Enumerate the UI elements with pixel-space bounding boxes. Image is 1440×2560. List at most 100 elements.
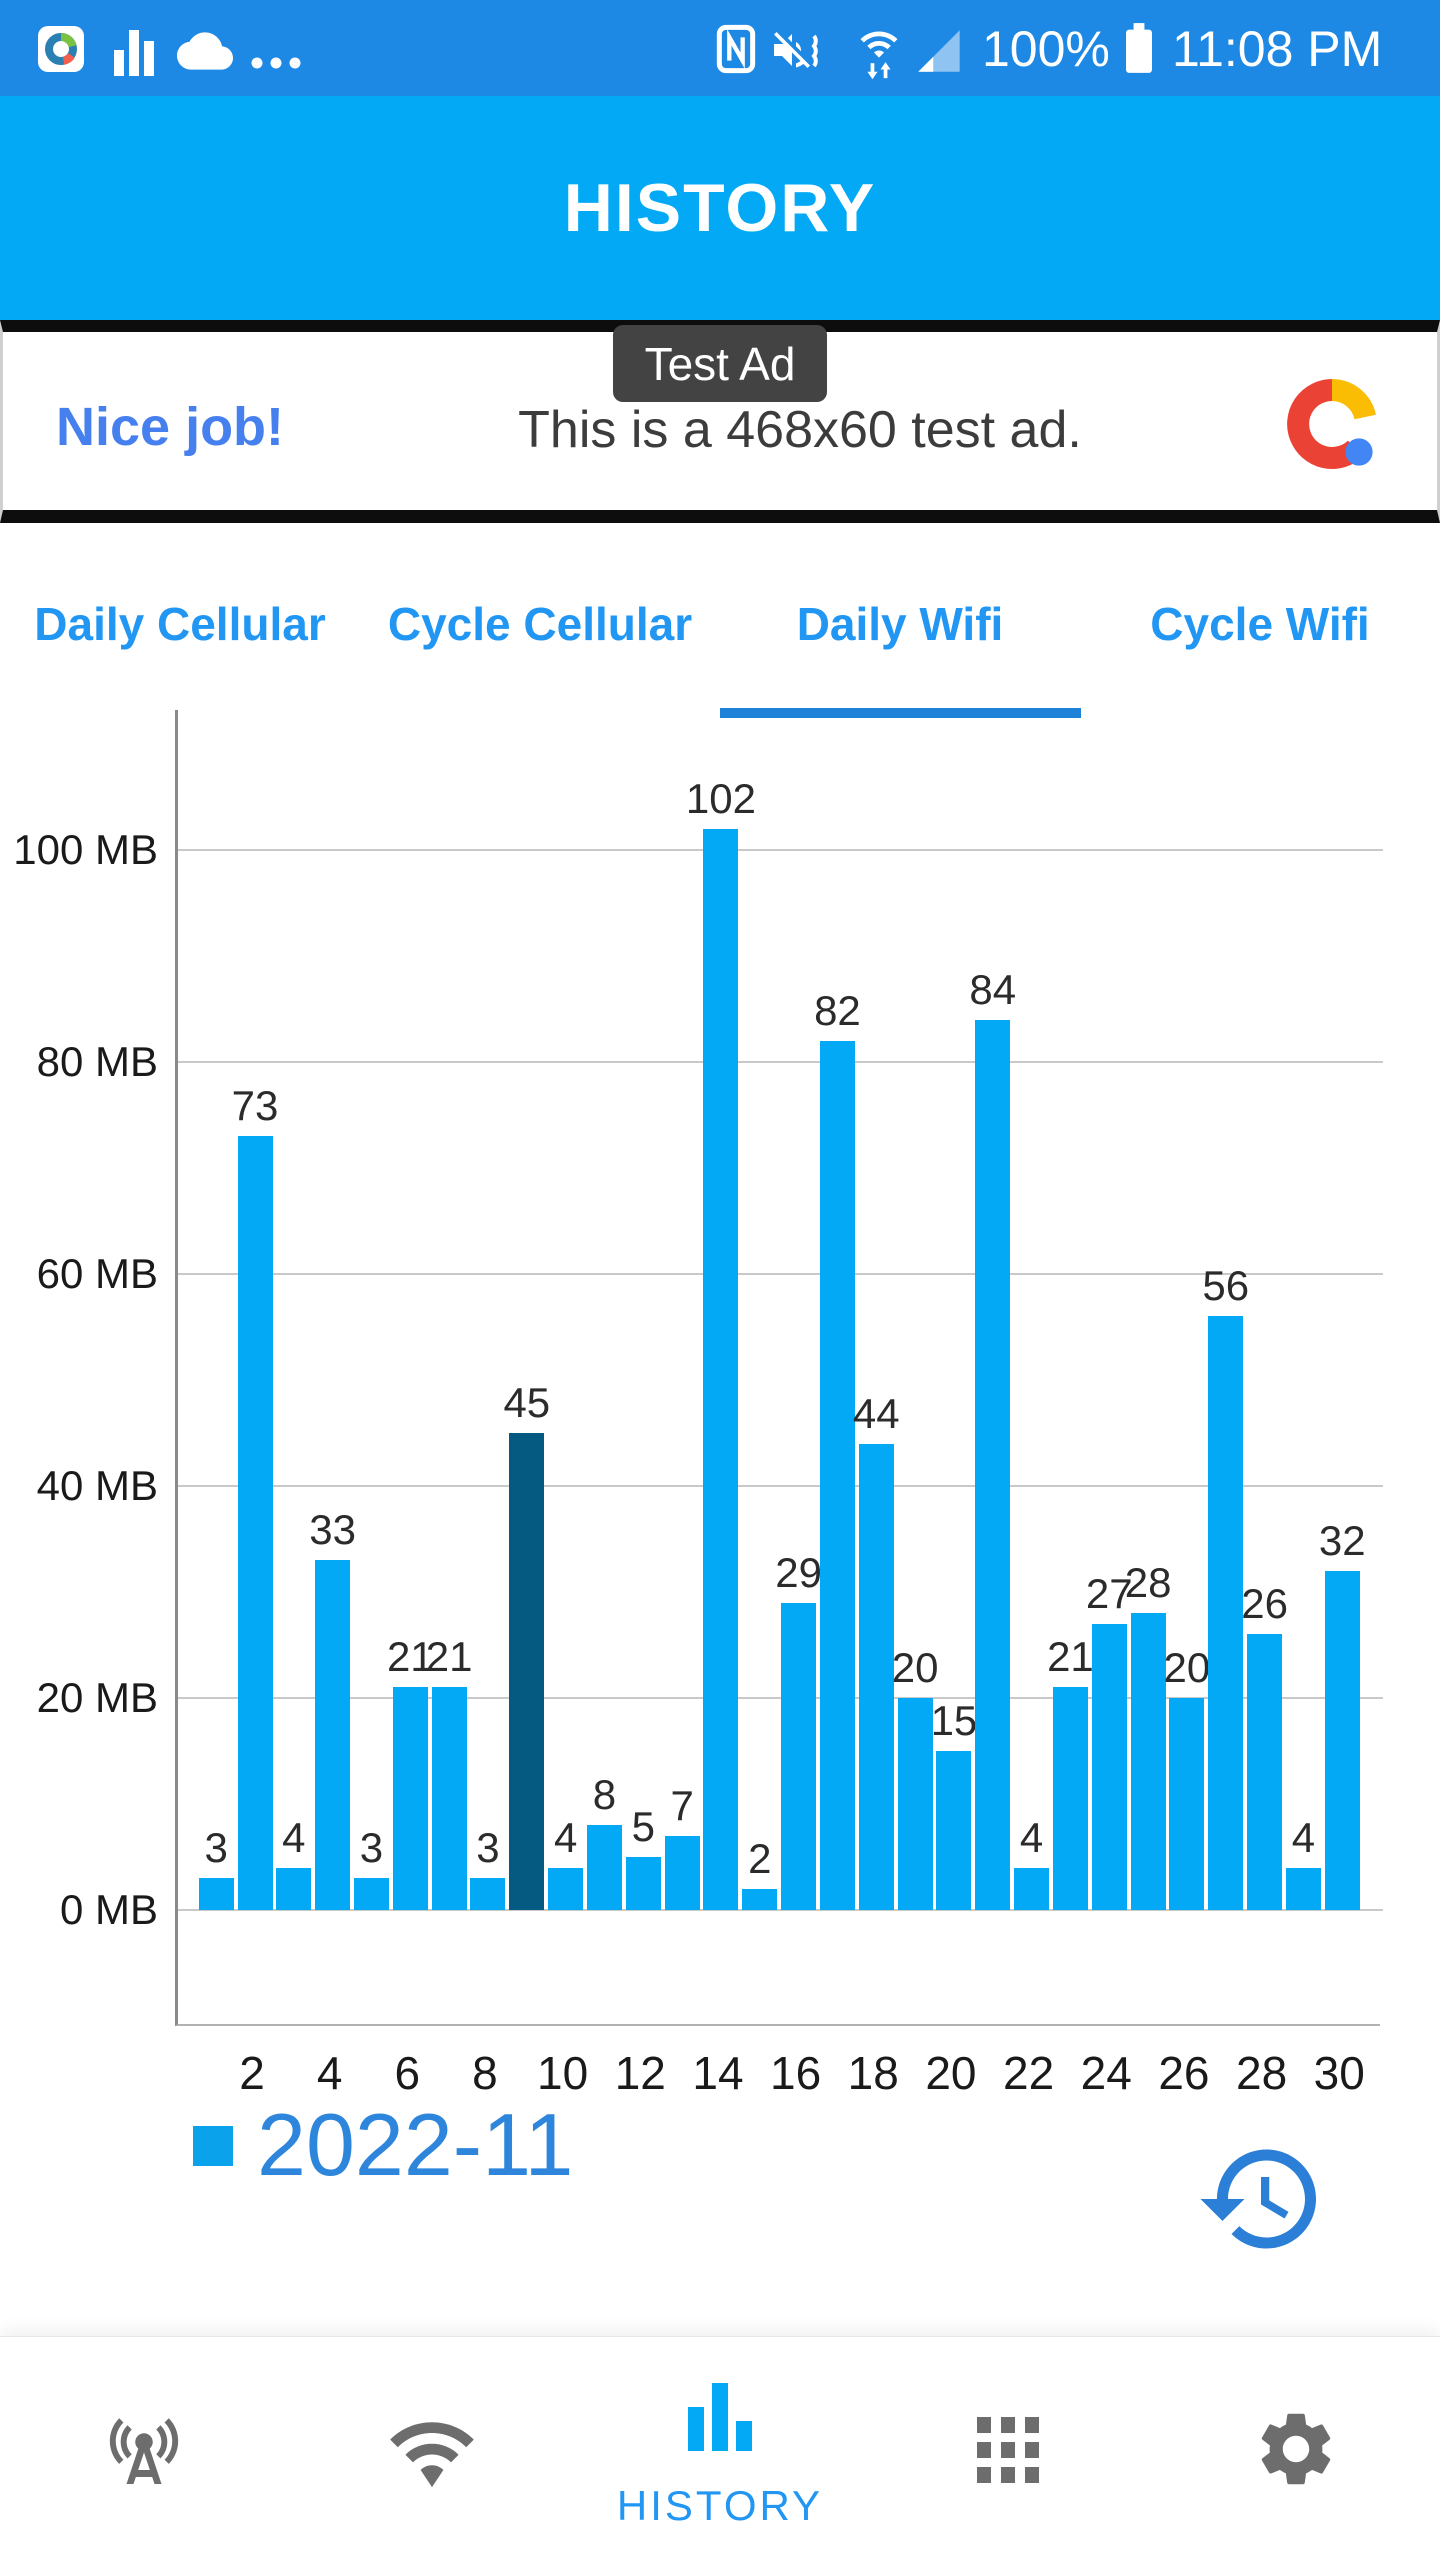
mute-vibrate-icon: [774, 32, 818, 68]
tab-cycle-wifi[interactable]: Cycle Wifi: [1150, 598, 1370, 651]
x-axis-tick-label: 30: [1313, 2047, 1365, 2099]
bar-value-label: 4: [553, 1814, 578, 1861]
tab-cycle-cellular[interactable]: Cycle Cellular: [387, 598, 693, 651]
bar-value-label: 2: [748, 1835, 772, 1882]
legend-swatch: [193, 2126, 233, 2166]
nav-item-wifi[interactable]: [288, 2337, 576, 2560]
ad-headline[interactable]: Nice job!: [56, 397, 285, 457]
nav-label-history: HISTORY: [616, 2482, 824, 2529]
bar-value-label: 73: [231, 1082, 279, 1129]
bar-value-label: 102: [685, 775, 756, 822]
cloud-icon: [177, 32, 233, 70]
app-header: HISTORY: [0, 96, 1440, 320]
bar-value-label: 3: [204, 1824, 228, 1871]
nav-item-cellular[interactable]: [0, 2337, 288, 2560]
tab-bar: Daily Cellular Cycle Cellular Daily Wifi…: [0, 540, 1440, 720]
bar-day-5[interactable]: [353, 1878, 389, 1910]
bar-value-label: 15: [930, 1697, 978, 1744]
grid-icon: [977, 2417, 1039, 2483]
bar-day-8[interactable]: [470, 1878, 506, 1910]
bar-value-label: 28: [1124, 1559, 1172, 1606]
y-axis-tick-label: 100 MB: [13, 826, 158, 873]
bar-day-30[interactable]: [1324, 1571, 1360, 1910]
bar-day-29[interactable]: [1285, 1868, 1321, 1910]
x-axis-tick-label: 18: [847, 2047, 899, 2099]
y-axis-tick-label: 40 MB: [36, 1462, 158, 1509]
bar-day-6[interactable]: [392, 1687, 428, 1910]
bar-value-label: 29: [775, 1549, 822, 1596]
bar-day-1[interactable]: [198, 1878, 234, 1910]
gridline: [178, 1273, 1383, 1275]
bar-day-14[interactable]: [703, 829, 739, 1910]
bar-value-label: 21: [386, 1633, 434, 1680]
nav-item-apps[interactable]: [864, 2337, 1152, 2560]
bottom-nav: HISTORY: [0, 2336, 1440, 2560]
bar-value-label: 4: [282, 1814, 306, 1861]
legend-label: 2022-11: [257, 2095, 574, 2194]
bar-day-7[interactable]: [431, 1687, 467, 1910]
y-axis-tick-label: 60 MB: [36, 1250, 158, 1297]
page-title: HISTORY: [563, 170, 877, 246]
nav-item-history[interactable]: HISTORY: [576, 2337, 864, 2560]
bar-value-label: 21: [425, 1633, 473, 1680]
bar-day-27[interactable]: [1208, 1316, 1244, 1910]
wifi-arrows-icon: [860, 31, 898, 80]
bar-day-2[interactable]: [237, 1136, 273, 1910]
bar-day-26[interactable]: [1169, 1698, 1205, 1910]
bar-day-18[interactable]: [858, 1444, 894, 1910]
x-axis-tick-label: 8: [472, 2047, 498, 2099]
bar-value-label: 20: [891, 1644, 939, 1691]
nfc-icon: [716, 24, 756, 74]
ad-body-text[interactable]: This is a 468x60 test ad.: [518, 401, 1082, 459]
gridline: [178, 1061, 1383, 1063]
x-axis-tick-label: 4: [316, 2047, 343, 2099]
gridline: [178, 1909, 1383, 1911]
x-axis-tick-label: 2: [239, 2047, 265, 2099]
admob-logo-icon: [1287, 379, 1376, 469]
battery-icon: [1126, 23, 1152, 73]
bar-day-12[interactable]: [625, 1857, 661, 1910]
bar-value-label: 84: [969, 966, 1017, 1013]
bar-day-13[interactable]: [664, 1836, 700, 1910]
y-axis-tick-label: 80 MB: [36, 1038, 158, 1085]
x-axis-tick-label: 20: [925, 2047, 977, 2099]
bar-value-label: 7: [670, 1782, 694, 1829]
bar-day-23[interactable]: [1052, 1687, 1088, 1910]
bar-day-20[interactable]: [936, 1751, 972, 1910]
bar-value-label: 82: [814, 987, 861, 1034]
bar-day-21[interactable]: [975, 1020, 1011, 1910]
bar-day-28[interactable]: [1247, 1634, 1283, 1910]
gear-icon: [1261, 2413, 1331, 2485]
x-axis-tick-label: 6: [394, 2047, 421, 2099]
bar-day-25[interactable]: [1130, 1613, 1166, 1910]
gridline: [178, 1697, 1383, 1699]
bar-day-24[interactable]: [1091, 1624, 1127, 1910]
bar-day-16[interactable]: [781, 1603, 817, 1910]
clock-text: 11:08 PM: [1172, 21, 1383, 77]
bar-day-22[interactable]: [1014, 1868, 1050, 1910]
ad-test-badge: Test Ad: [613, 325, 827, 402]
bar-day-9[interactable]: [509, 1433, 545, 1910]
bar-value-label: 33: [309, 1506, 357, 1553]
bar-day-19[interactable]: [897, 1698, 933, 1910]
nav-item-settings[interactable]: [1152, 2337, 1440, 2560]
bar-value-label: 27: [1085, 1570, 1133, 1617]
tab-daily-wifi[interactable]: Daily Wifi: [796, 598, 1004, 651]
bar-day-15[interactable]: [742, 1889, 778, 1910]
history-restore-icon[interactable]: [1195, 2133, 1327, 2265]
bar-value-label: 3: [359, 1824, 384, 1871]
bar-value-label: 44: [852, 1390, 900, 1437]
bar-value-label: 4: [1291, 1814, 1316, 1861]
bar-value-label: 26: [1241, 1580, 1288, 1627]
bar-day-11[interactable]: [586, 1825, 622, 1910]
y-axis-tick-label: 0 MB: [59, 1886, 158, 1933]
bar-day-17[interactable]: [819, 1041, 855, 1910]
bar-day-4[interactable]: [315, 1560, 351, 1910]
bar-value-label: 21: [1047, 1633, 1094, 1680]
plot-area: 3 73 4 33 3 21 21 3 45 4 8 5 7 102 2 29 82 44 20 15 84 4 21 27 2…: [175, 710, 1383, 2026]
x-axis-tick-label: 12: [614, 2047, 666, 2099]
bar-day-10[interactable]: [548, 1868, 584, 1910]
bar-day-3[interactable]: [276, 1868, 312, 1910]
tab-daily-cellular[interactable]: Daily Cellular: [34, 598, 326, 651]
